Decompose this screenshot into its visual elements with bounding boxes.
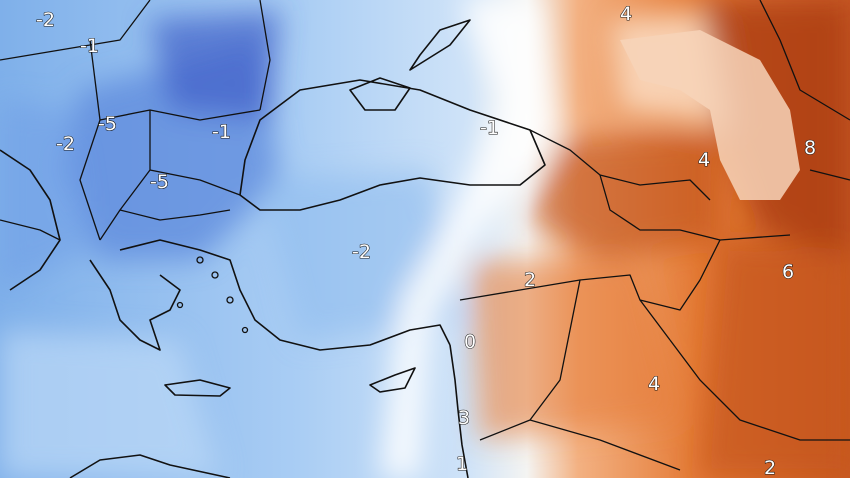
value-label: 0	[464, 331, 476, 353]
border-14	[759, 0, 850, 121]
cold-patch-ukraine	[150, 10, 280, 120]
border-6	[119, 209, 231, 221]
warm-patch-syria	[470, 260, 680, 440]
value-label: 2	[524, 269, 536, 291]
value-label: 4	[698, 149, 710, 171]
island	[196, 256, 204, 264]
value-label: -5	[150, 171, 169, 193]
border-8	[529, 129, 711, 201]
sea-of-azov	[409, 19, 471, 71]
border-13	[639, 239, 721, 311]
adriatic-coast	[0, 149, 61, 291]
value-label: 4	[648, 373, 660, 395]
value-label: 3	[458, 407, 470, 429]
border-7	[259, 0, 271, 111]
value-label: -2	[352, 241, 371, 263]
caspian-sea	[620, 30, 800, 200]
border-9	[599, 174, 791, 241]
value-label: 4	[620, 3, 632, 25]
value-label: -1	[480, 117, 499, 139]
border-12	[479, 279, 581, 441]
value-label: 8	[804, 137, 816, 159]
border-3	[99, 109, 261, 121]
cyprus	[369, 367, 416, 393]
africa-coast	[69, 454, 231, 478]
border-10	[459, 274, 671, 341]
value-label: -5	[98, 113, 117, 135]
aegean-coast	[119, 239, 451, 351]
border-15	[809, 169, 850, 181]
crete	[164, 379, 231, 397]
value-label: -1	[212, 121, 231, 143]
border-16	[529, 419, 681, 471]
border-2	[79, 39, 101, 241]
border-4	[99, 110, 151, 241]
island	[226, 296, 234, 304]
border-17	[0, 219, 61, 241]
island	[176, 301, 184, 309]
value-label: 2	[764, 457, 776, 478]
hot-patch-iran	[700, 240, 850, 478]
value-label: 6	[782, 261, 794, 283]
island	[241, 326, 249, 334]
island	[211, 271, 219, 279]
value-label: 1	[456, 453, 468, 475]
value-label: -1	[80, 35, 99, 57]
coastlines	[0, 19, 546, 478]
greece-coast	[89, 259, 181, 351]
crimea	[349, 77, 411, 111]
neutral-zone	[380, 0, 560, 478]
islands	[176, 256, 249, 334]
warm-patch-caucasus	[530, 130, 720, 260]
value-label: -2	[56, 133, 75, 155]
cold-patch-west	[0, 100, 90, 290]
value-label: -2	[36, 9, 55, 31]
levant-coast	[449, 344, 469, 478]
border-11	[669, 339, 850, 441]
value-labels: -2 -1 -5 -2 -1 -5 -1 -2 4 4 8 6 2 0 4 3 …	[35, 2, 816, 478]
border-5	[149, 169, 241, 196]
cool-patch-bottom-left	[0, 330, 220, 478]
black-sea-coast	[239, 79, 546, 211]
